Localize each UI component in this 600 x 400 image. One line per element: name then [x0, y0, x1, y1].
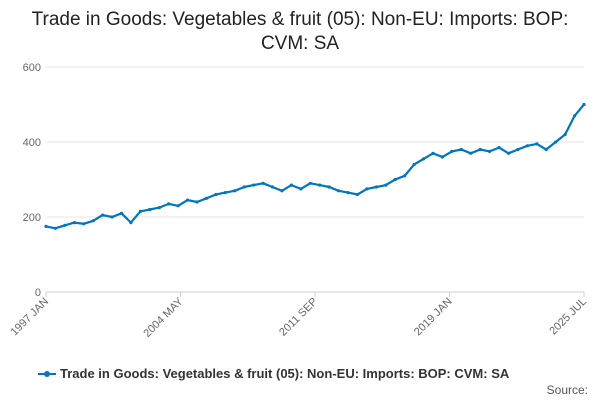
data-point[interactable]	[252, 183, 256, 187]
x-tick-label: 2004 MAY	[141, 295, 186, 340]
data-point[interactable]	[516, 147, 520, 152]
data-point[interactable]	[91, 219, 95, 223]
data-point[interactable]	[431, 151, 435, 155]
legend-label: Trade in Goods: Vegetables & fruit (05):…	[60, 366, 510, 381]
data-point[interactable]	[525, 144, 530, 148]
y-tick-label: 400	[23, 137, 41, 149]
data-point[interactable]	[544, 147, 548, 152]
data-point[interactable]	[459, 147, 463, 152]
data-point[interactable]	[110, 215, 114, 219]
data-point[interactable]	[554, 140, 558, 144]
data-point[interactable]	[289, 183, 293, 187]
grid-lines	[46, 66, 584, 218]
data-point[interactable]	[261, 181, 265, 185]
data-point[interactable]	[374, 185, 378, 189]
data-point[interactable]	[440, 155, 444, 159]
data-point[interactable]	[421, 157, 426, 161]
data-point[interactable]	[233, 189, 237, 193]
x-tick-label: 2011 SEP	[277, 296, 320, 339]
data-point[interactable]	[478, 147, 482, 152]
data-point[interactable]	[450, 149, 454, 153]
x-tick-label: 2019 JAN	[412, 296, 455, 339]
data-point[interactable]	[355, 192, 360, 197]
data-point[interactable]	[72, 221, 76, 225]
data-point[interactable]	[393, 177, 397, 182]
data-point[interactable]	[308, 181, 312, 185]
data-point[interactable]	[138, 209, 142, 213]
legend-swatch-icon	[38, 369, 56, 379]
chart-title: Trade in Goods: Vegetables & fruit (05):…	[31, 9, 569, 54]
data-point[interactable]	[242, 185, 246, 189]
data-point[interactable]	[318, 183, 322, 187]
data-point[interactable]	[384, 183, 388, 187]
series-layer	[44, 102, 586, 230]
source-credit: Source:	[546, 383, 588, 397]
series-line	[45, 103, 585, 230]
data-point[interactable]	[101, 213, 105, 217]
data-point[interactable]	[195, 200, 199, 204]
data-point[interactable]	[270, 185, 275, 189]
data-point[interactable]	[412, 162, 416, 167]
data-point[interactable]	[214, 192, 218, 197]
data-point[interactable]	[186, 198, 190, 202]
data-point[interactable]	[488, 149, 492, 153]
data-point[interactable]	[148, 207, 152, 212]
data-point[interactable]	[299, 187, 303, 191]
data-point[interactable]	[119, 211, 124, 215]
data-point[interactable]	[365, 187, 369, 191]
y-tick-label: 200	[23, 212, 41, 224]
data-point[interactable]	[223, 191, 227, 195]
x-axis-ticks: 1997 JAN 2004 MAY 2011 SEP 2019 JAN 2025 JUL	[8, 292, 589, 340]
y-tick-label: 0	[35, 287, 41, 299]
x-tick-label: 2025 JUL	[547, 296, 589, 338]
data-point[interactable]	[280, 189, 284, 193]
data-point[interactable]	[167, 202, 171, 206]
data-point[interactable]	[573, 114, 577, 118]
y-tick-label: 600	[23, 62, 41, 74]
x-tick-label: 1997 JAN	[8, 296, 51, 339]
data-point[interactable]	[469, 151, 473, 155]
legend[interactable]: Trade in Goods: Vegetables & fruit (05):…	[38, 366, 509, 381]
y-axis: 0 200 400 600	[23, 62, 41, 299]
data-point[interactable]	[582, 102, 586, 107]
data-point[interactable]	[497, 146, 501, 150]
data-point[interactable]	[563, 132, 567, 137]
data-point[interactable]	[337, 189, 341, 193]
data-point[interactable]	[63, 223, 67, 227]
data-point[interactable]	[327, 185, 331, 189]
data-point[interactable]	[157, 206, 161, 210]
data-point[interactable]	[44, 224, 48, 228]
data-point[interactable]	[53, 226, 58, 230]
data-point[interactable]	[82, 222, 86, 226]
data-point[interactable]	[176, 204, 180, 208]
data-point[interactable]	[346, 191, 350, 195]
data-point[interactable]	[506, 151, 511, 155]
data-point[interactable]	[204, 196, 209, 200]
data-point[interactable]	[535, 142, 539, 146]
data-point[interactable]	[129, 221, 133, 225]
data-point[interactable]	[403, 174, 407, 178]
